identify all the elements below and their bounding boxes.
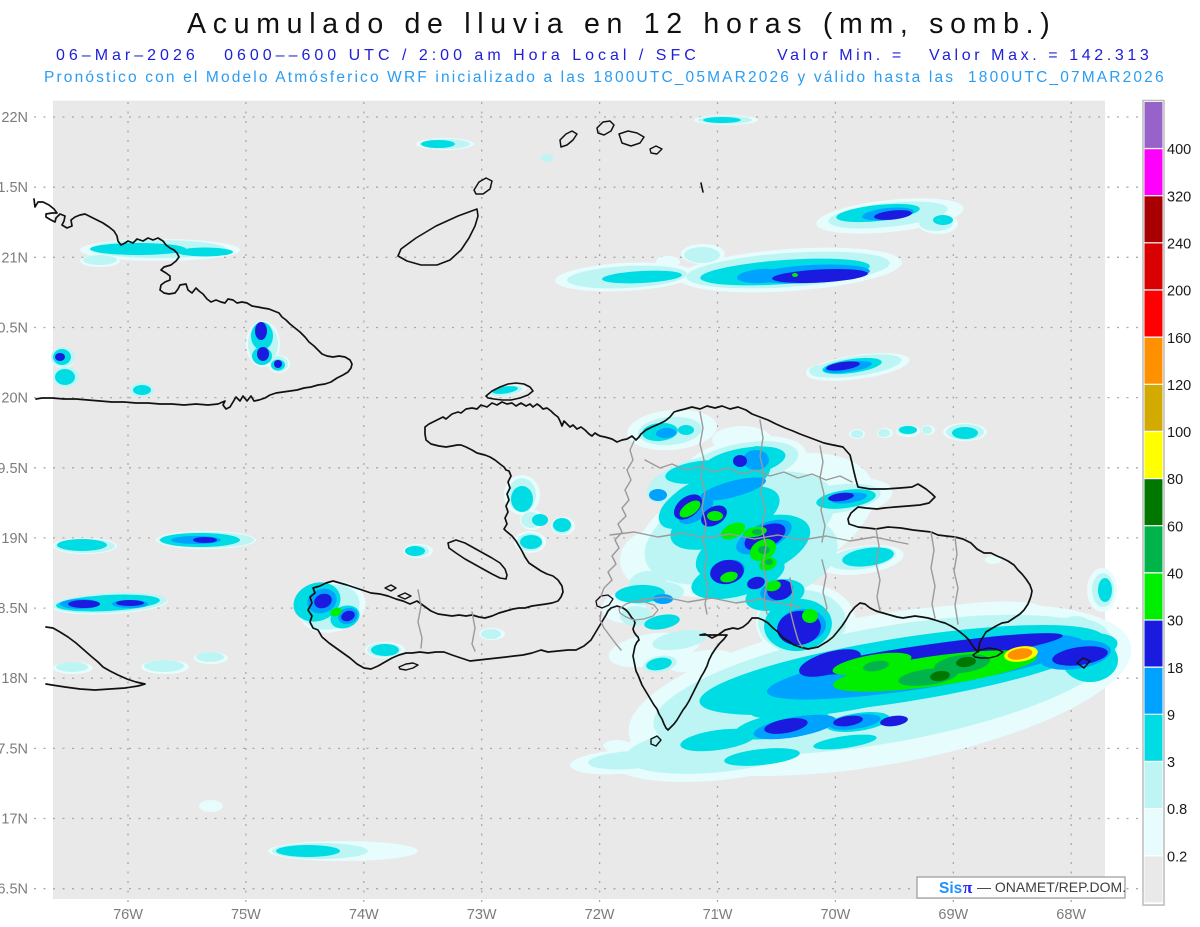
svg-text:74W: 74W	[349, 907, 379, 923]
svg-text:18N: 18N	[1, 671, 28, 687]
svg-text:320: 320	[1167, 189, 1191, 205]
svg-text:7.5N: 7.5N	[0, 741, 28, 757]
svg-text:17N: 17N	[1, 812, 28, 828]
svg-text:π: π	[963, 878, 973, 897]
svg-text:— ONAMET/REP.DOM.: — ONAMET/REP.DOM.	[977, 879, 1126, 895]
svg-text:Acumulado de lluvia en 12 hora: Acumulado de lluvia en 12 horas (mm, som…	[187, 8, 1056, 40]
svg-text:68W: 68W	[1056, 907, 1086, 923]
svg-text:6.5N: 6.5N	[0, 882, 28, 898]
svg-text:Sis: Sis	[939, 880, 962, 897]
svg-text:0.2: 0.2	[1167, 849, 1187, 865]
svg-text:60: 60	[1167, 519, 1183, 535]
svg-text:20N: 20N	[1, 391, 28, 407]
svg-text:160: 160	[1167, 331, 1191, 347]
svg-text:400: 400	[1167, 142, 1191, 158]
svg-text:100: 100	[1167, 425, 1191, 441]
svg-text:8.5N: 8.5N	[0, 601, 28, 617]
svg-text:19N: 19N	[1, 531, 28, 547]
svg-text:30: 30	[1167, 614, 1183, 630]
svg-text:18: 18	[1167, 661, 1183, 677]
svg-text:71W: 71W	[703, 907, 733, 923]
svg-text:40: 40	[1167, 567, 1183, 583]
svg-text:120: 120	[1167, 378, 1191, 394]
svg-text:73W: 73W	[467, 907, 497, 923]
svg-text:69W: 69W	[938, 907, 968, 923]
svg-text:21N: 21N	[1, 250, 28, 266]
svg-text:06–Mar–2026 0600––600 UTC /: 06–Mar–2026 0600––600 UTC / 2:00 am Hora…	[56, 47, 700, 64]
svg-text:240: 240	[1167, 236, 1191, 252]
svg-text:9.5N: 9.5N	[0, 461, 28, 477]
svg-text:1.5N: 1.5N	[0, 180, 28, 196]
svg-text:22N: 22N	[1, 110, 28, 126]
svg-text:70W: 70W	[820, 907, 850, 923]
svg-text:200: 200	[1167, 284, 1191, 300]
svg-text:80: 80	[1167, 472, 1183, 488]
svg-text:76W: 76W	[113, 907, 143, 923]
svg-text:3: 3	[1167, 755, 1175, 771]
svg-text:0.8: 0.8	[1167, 802, 1187, 818]
svg-text:9: 9	[1167, 708, 1175, 724]
svg-text:75W: 75W	[231, 907, 261, 923]
svg-text:Valor Min. = Valor Max. = 14: Valor Min. = Valor Max. = 142.313	[777, 47, 1152, 64]
svg-text:0.5N: 0.5N	[0, 321, 28, 337]
svg-text:Pronóstico con el Modelo Atmós: Pronóstico con el Modelo Atmósferico WRF…	[44, 69, 1166, 86]
svg-text:72W: 72W	[585, 907, 615, 923]
